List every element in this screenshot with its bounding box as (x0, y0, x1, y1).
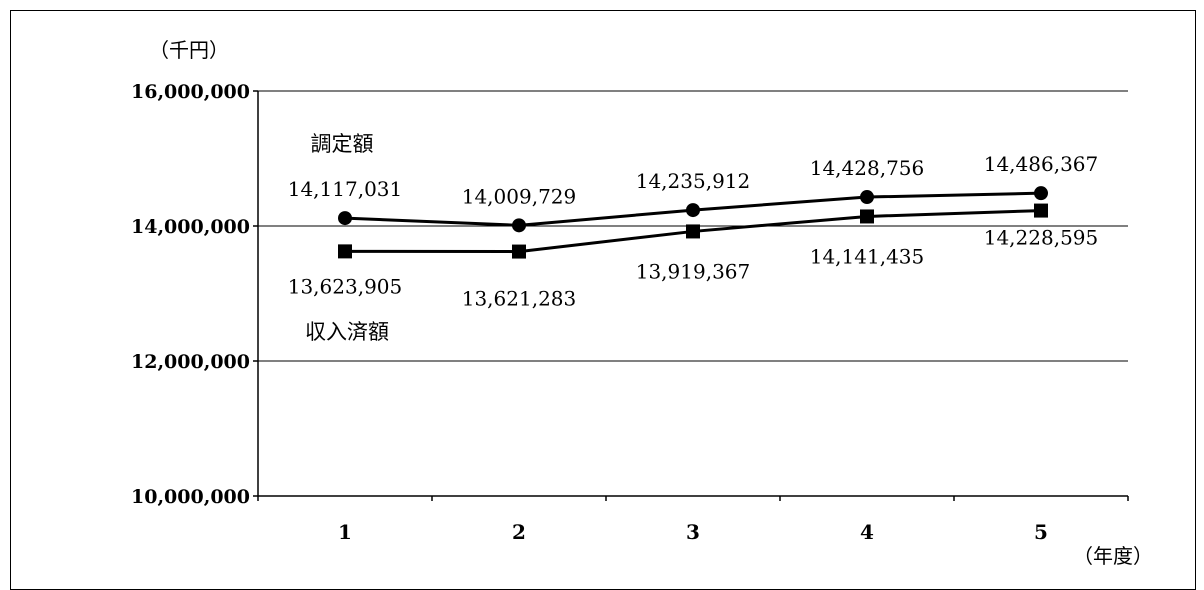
y-axis-unit-label: （千円） (149, 38, 229, 62)
x-tick-label: 5 (1034, 520, 1048, 544)
y-tick-label: 16,000,000 (131, 81, 250, 103)
line-chart: （千円） （年度） 10,000,000 12,000,000 14,000,000… (131, 38, 1153, 568)
data-label: 13,919,367 (636, 259, 751, 283)
data-point-circle (338, 211, 352, 226)
data-label: 14,486,367 (984, 152, 1099, 176)
y-tick-label: 12,000,000 (131, 351, 250, 373)
data-point-square (338, 244, 352, 259)
x-tick-label: 2 (512, 520, 526, 544)
data-label: 14,009,729 (462, 184, 577, 208)
data-label: 14,428,756 (810, 156, 925, 180)
data-label: 14,228,595 (984, 226, 1099, 250)
x-tick-label: 1 (338, 520, 352, 544)
data-label: 13,621,283 (462, 287, 577, 311)
data-point-square (686, 224, 700, 239)
data-point-square (1034, 203, 1048, 218)
plot-area: 10,000,000 12,000,000 14,000,000 16,000,000… (131, 81, 1129, 544)
x-tick-label: 4 (860, 520, 874, 544)
data-point-square (860, 209, 874, 224)
chart-frame: （千円） （年度） 10,000,000 12,000,000 14,000,000… (10, 10, 1196, 590)
data-point-square (512, 244, 526, 259)
x-axis-unit-label: （年度） (1073, 544, 1153, 568)
y-tick-label: 14,000,000 (131, 216, 250, 238)
series-label-shunyuzumigaku: 収入済額 (305, 320, 389, 344)
series-label-choteigaku: 調定額 (311, 132, 374, 156)
data-point-circle (512, 218, 526, 233)
data-point-circle (686, 203, 700, 218)
data-label: 13,623,905 (288, 274, 403, 298)
data-label: 14,117,031 (288, 177, 403, 201)
data-point-circle (860, 190, 874, 205)
data-label: 14,235,912 (636, 169, 751, 193)
y-tick-label: 10,000,000 (131, 486, 250, 508)
data-label: 14,141,435 (810, 244, 925, 268)
data-point-circle (1034, 186, 1048, 201)
x-tick-label: 3 (686, 520, 700, 544)
